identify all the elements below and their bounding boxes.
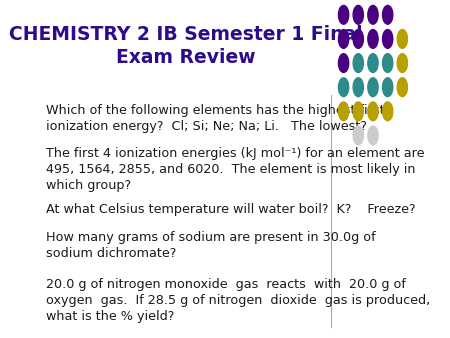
Text: 20.0 g of nitrogen monoxide  gas  reacts  with  20.0 g of
oxygen  gas.  If 28.5 : 20.0 g of nitrogen monoxide gas reacts w… [46, 278, 430, 323]
Ellipse shape [353, 29, 364, 48]
Ellipse shape [353, 102, 364, 121]
Ellipse shape [382, 78, 393, 97]
Ellipse shape [338, 102, 349, 121]
Ellipse shape [338, 29, 349, 48]
Ellipse shape [368, 126, 378, 145]
Ellipse shape [353, 78, 364, 97]
Ellipse shape [397, 29, 408, 48]
Ellipse shape [338, 54, 349, 72]
Ellipse shape [397, 78, 408, 97]
Ellipse shape [382, 102, 393, 121]
Ellipse shape [353, 54, 364, 72]
Text: At what Celsius temperature will water boil?  K?    Freeze?: At what Celsius temperature will water b… [46, 202, 416, 216]
Text: How many grams of sodium are present in 30.0g of
sodium dichromate?: How many grams of sodium are present in … [46, 231, 376, 260]
Ellipse shape [368, 54, 378, 72]
Ellipse shape [353, 126, 364, 145]
Ellipse shape [397, 54, 408, 72]
Ellipse shape [382, 5, 393, 24]
Ellipse shape [353, 5, 364, 24]
Text: The first 4 ionization energies (kJ mol⁻¹) for an element are
495, 1564, 2855, a: The first 4 ionization energies (kJ mol⁻… [46, 147, 424, 192]
Ellipse shape [338, 78, 349, 97]
Ellipse shape [368, 29, 378, 48]
Ellipse shape [382, 54, 393, 72]
Ellipse shape [382, 29, 393, 48]
Text: Which of the following elements has the highest first
ionization energy?  Cl; Si: Which of the following elements has the … [46, 104, 385, 132]
Ellipse shape [338, 5, 349, 24]
Ellipse shape [368, 5, 378, 24]
Ellipse shape [368, 78, 378, 97]
Text: CHEMISTRY 2 IB Semester 1 Final
Exam Review: CHEMISTRY 2 IB Semester 1 Final Exam Rev… [9, 25, 362, 67]
Ellipse shape [368, 102, 378, 121]
